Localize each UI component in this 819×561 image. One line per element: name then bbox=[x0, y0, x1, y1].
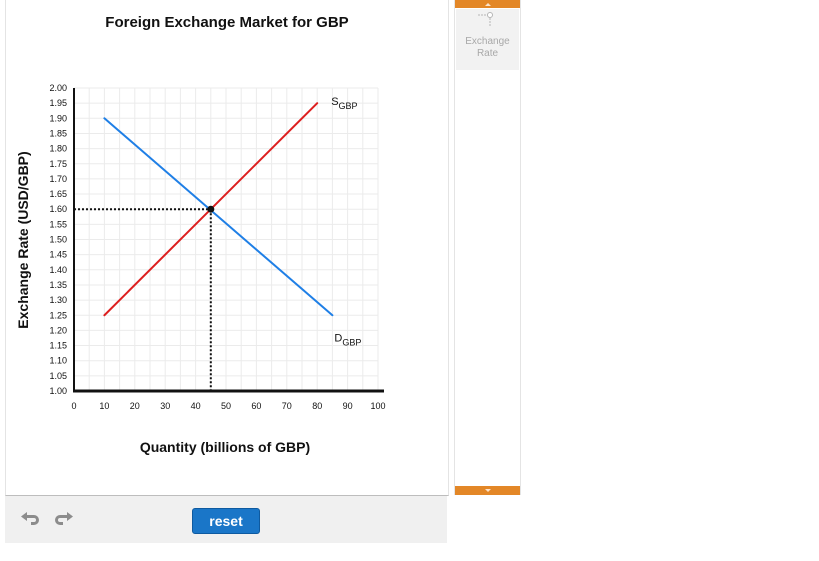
chevron-up-icon bbox=[484, 2, 491, 6]
x-tick-label: 10 bbox=[99, 401, 109, 411]
y-tick-label: 1.60 bbox=[49, 204, 67, 214]
redo-icon[interactable] bbox=[52, 510, 74, 526]
y-tick-labels: 1.00 1.05 1.10 1.15 1.20 1.25 1.30 1.35 1.40 1.45… bbox=[49, 83, 67, 396]
palette-tool-label: Exchange Rate bbox=[456, 36, 519, 60]
y-tick-label: 1.35 bbox=[49, 280, 67, 290]
y-tick-label: 1.45 bbox=[49, 250, 67, 260]
x-tick-label: 80 bbox=[312, 401, 322, 411]
y-tick-label: 1.30 bbox=[49, 295, 67, 305]
supply-label-sub: GBP bbox=[339, 101, 358, 111]
x-tick-label: 70 bbox=[282, 401, 292, 411]
y-tick-label: 1.20 bbox=[49, 325, 67, 335]
y-tick-label: 1.75 bbox=[49, 159, 67, 169]
chart: Foreign Exchange Market for GBP 1.00 1.05… bbox=[15, 14, 386, 455]
y-tick-label: 1.95 bbox=[49, 98, 67, 108]
palette-scroll-up-button[interactable] bbox=[455, 0, 520, 8]
supply-label: SGBP bbox=[331, 96, 357, 111]
equilibrium-point[interactable] bbox=[207, 205, 215, 213]
demand-label-main: D bbox=[334, 332, 342, 344]
y-tick-label: 2.00 bbox=[49, 83, 67, 93]
demand-curve[interactable] bbox=[103, 117, 334, 317]
x-tick-label: 50 bbox=[221, 401, 231, 411]
y-tick-label: 1.55 bbox=[49, 219, 67, 229]
chart-title: Foreign Exchange Market for GBP bbox=[105, 14, 348, 31]
x-tick-label: 30 bbox=[160, 401, 170, 411]
supply-label-main: S bbox=[331, 96, 338, 108]
y-tick-label: 1.05 bbox=[49, 371, 67, 381]
equilibrium-points bbox=[207, 205, 215, 213]
y-tick-label: 1.80 bbox=[49, 144, 67, 154]
y-tick-label: 1.25 bbox=[49, 310, 67, 320]
equilibrium-drop-lines bbox=[74, 208, 212, 391]
y-tick-label: 1.85 bbox=[49, 128, 67, 138]
x-tick-label: 100 bbox=[370, 401, 385, 411]
axes bbox=[73, 88, 384, 393]
y-tick-label: 1.15 bbox=[49, 341, 67, 351]
tool-palette: Exchange Rate bbox=[454, 0, 521, 495]
y-tick-label: 1.50 bbox=[49, 235, 67, 245]
palette-scroll-down-button[interactable] bbox=[455, 486, 520, 495]
y-tick-label: 1.90 bbox=[49, 113, 67, 123]
x-axis-label: Quantity (billions of GBP) bbox=[140, 439, 310, 455]
x-tick-label: 90 bbox=[343, 401, 353, 411]
graph-toolbar: reset bbox=[5, 496, 447, 543]
x-tick-label: 60 bbox=[251, 401, 261, 411]
demand-label-sub: GBP bbox=[342, 337, 361, 347]
y-tick-label: 1.10 bbox=[49, 356, 67, 366]
chart-grid bbox=[74, 87, 379, 391]
chevron-down-icon bbox=[484, 489, 491, 492]
y-tick-label: 1.65 bbox=[49, 189, 67, 199]
undo-icon[interactable] bbox=[20, 510, 42, 526]
point-drop-line-icon bbox=[478, 12, 493, 27]
reset-button[interactable]: reset bbox=[192, 508, 260, 534]
palette-tool-exchange-rate[interactable]: Exchange Rate bbox=[456, 9, 519, 70]
demand-label: DGBP bbox=[334, 332, 361, 347]
palette-tool-label-line1: Exchange bbox=[465, 36, 510, 47]
x-tick-label: 40 bbox=[191, 401, 201, 411]
x-tick-labels: 0 10 20 30 40 50 60 70 80 90 100 bbox=[71, 401, 385, 411]
y-tick-label: 1.40 bbox=[49, 265, 67, 275]
palette-tool-label-line2: Rate bbox=[476, 48, 499, 59]
y-tick-label: 1.70 bbox=[49, 174, 67, 184]
y-axis-label: Exchange Rate (USD/GBP) bbox=[15, 151, 31, 328]
y-tick-label: 1.00 bbox=[49, 386, 67, 396]
graph-panel: Foreign Exchange Market for GBP 1.00 1.05… bbox=[5, 0, 449, 496]
x-tick-label: 20 bbox=[130, 401, 140, 411]
x-tick-label: 0 bbox=[71, 401, 76, 411]
